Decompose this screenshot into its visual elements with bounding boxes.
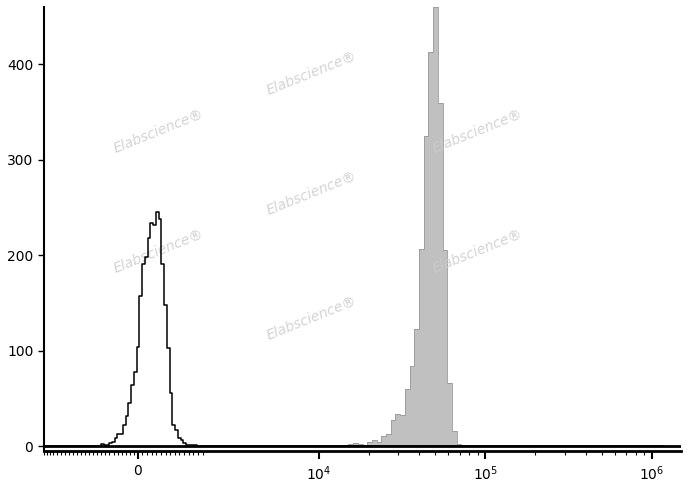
Text: Elabscience®: Elabscience® <box>264 169 358 218</box>
Text: Elabscience®: Elabscience® <box>264 294 358 343</box>
Text: Elabscience®: Elabscience® <box>430 107 524 156</box>
Text: Elabscience®: Elabscience® <box>111 107 206 156</box>
Text: Elabscience®: Elabscience® <box>111 227 206 276</box>
Text: Elabscience®: Elabscience® <box>430 227 524 276</box>
Text: Elabscience®: Elabscience® <box>264 49 358 98</box>
